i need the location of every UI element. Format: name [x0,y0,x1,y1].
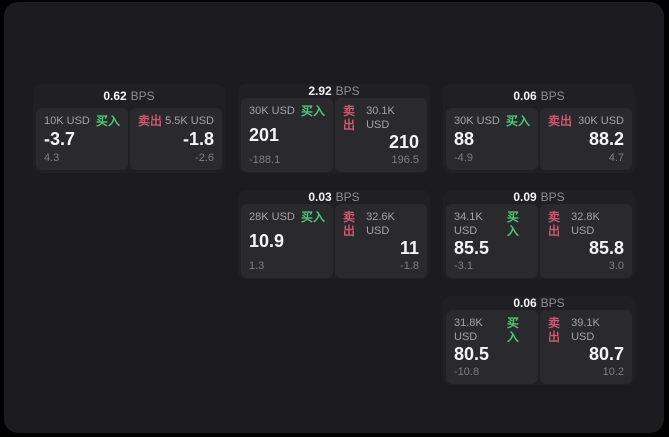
sell-change: 10.2 [602,366,624,378]
bps-unit-label: BPS [540,190,565,204]
bps-value: 2.92 [308,84,332,98]
sell-pane[interactable]: 卖出 5.5K USD -1.8 -2.6 [130,108,222,170]
sell-side-label: 卖出 [548,316,561,344]
sell-amount: 30.1K USD [366,105,395,131]
sell-price: -1.8 [182,129,214,149]
buy-price: 85.5 [454,238,490,258]
sell-pane[interactable]: 卖出 32.6K USD 11 -1.8 [335,204,427,278]
buy-pane[interactable]: 30K USD 买入 88 -4.9 [446,108,538,170]
bps-header: 0.06 BPS [443,84,635,108]
sell-price: 210 [388,132,419,152]
quote-card-body: 31.8K USD 买入 80.5 -10.8 卖出 39.1K USD 80.… [443,310,635,385]
quote-card-body: 34.1K USD 买入 85.5 -3.1 卖出 32.8K USD 85.8… [443,204,635,279]
cards-grid: 0.62 BPS 10K USD 买入 -3.7 4.3 卖出 5.5K USD [33,84,635,385]
sell-change: 3.0 [608,260,624,272]
sell-pane[interactable]: 卖出 30.1K USD 210 196.5 [335,98,427,172]
sell-pane[interactable]: 卖出 32.8K USD 85.8 3.0 [540,204,632,278]
buy-amount: 30K USD [249,105,295,117]
bps-unit-label: BPS [130,89,155,103]
sell-side-label: 卖出 [548,114,573,128]
buy-side-label: 买入 [506,210,519,238]
bps-unit-label: BPS [540,296,565,310]
bps-unit-label: BPS [540,89,565,103]
buy-change: -10.8 [454,366,480,378]
sell-change: 4.7 [608,152,624,164]
buy-change: -3.1 [454,260,473,272]
bps-value: 0.62 [103,89,127,103]
buy-side-label: 买入 [506,316,519,344]
sell-price: 11 [399,238,419,258]
sell-price: 88.2 [588,129,624,149]
quote-card: 0.03 BPS 28K USD 买入 10.9 1.3 卖出 32.6K US… [238,190,430,279]
bps-value: 0.06 [513,89,537,103]
quote-card-body: 30K USD 买入 88 -4.9 卖出 30K USD 88.2 4.7 [443,108,635,173]
bps-header: 0.03 BPS [238,190,430,204]
buy-side-label: 买入 [505,114,530,128]
sell-side-label: 卖出 [343,210,356,238]
buy-pane[interactable]: 34.1K USD 买入 85.5 -3.1 [446,204,538,278]
sell-side-label: 卖出 [138,114,163,128]
sell-amount: 32.8K USD [571,211,600,237]
buy-pane[interactable]: 30K USD 买入 201 -188.1 [241,98,333,172]
buy-change: 1.3 [249,260,265,272]
buy-price: 88 [454,129,475,149]
quote-card-body: 28K USD 买入 10.9 1.3 卖出 32.6K USD 11 -1.8 [238,204,430,279]
quote-card: 0.09 BPS 34.1K USD 买入 85.5 -3.1 卖出 32.8K… [443,190,635,279]
buy-price: -3.7 [44,129,76,149]
buy-pane[interactable]: 10K USD 买入 -3.7 4.3 [36,108,128,170]
buy-pane[interactable]: 28K USD 买入 10.9 1.3 [241,204,333,278]
quote-card-body: 10K USD 买入 -3.7 4.3 卖出 5.5K USD -1.8 -2.… [33,108,225,173]
sell-price: 85.8 [588,238,624,258]
bps-unit-label: BPS [335,190,360,204]
bps-unit-label: BPS [335,84,360,98]
bps-header: 0.09 BPS [443,190,635,204]
sell-pane[interactable]: 卖出 30K USD 88.2 4.7 [540,108,632,170]
buy-amount: 10K USD [44,115,90,127]
sell-amount: 32.6K USD [366,211,395,237]
bps-value: 0.03 [308,190,332,204]
sell-change: 196.5 [391,154,419,166]
buy-change: 4.3 [44,152,60,164]
sell-change: -2.6 [195,152,214,164]
bps-header: 0.06 BPS [443,296,635,310]
sell-price: 80.7 [588,344,624,364]
buy-change: -188.1 [249,154,281,166]
buy-change: -4.9 [454,152,473,164]
quote-card: 0.06 BPS 31.8K USD 买入 80.5 -10.8 卖出 39.1… [443,296,635,385]
buy-amount: 30K USD [454,115,500,127]
buy-pane[interactable]: 31.8K USD 买入 80.5 -10.8 [446,310,538,384]
buy-side-label: 买入 [95,114,120,128]
buy-amount: 34.1K USD [454,211,483,237]
buy-side-label: 买入 [300,104,325,118]
sell-side-label: 卖出 [548,210,561,238]
app-panel: 0.62 BPS 10K USD 买入 -3.7 4.3 卖出 5.5K USD [4,2,664,433]
bps-header: 2.92 BPS [238,84,430,98]
buy-price: 80.5 [454,344,490,364]
buy-side-label: 买入 [300,210,325,224]
bps-header: 0.62 BPS [33,84,225,108]
buy-price: 201 [249,125,280,145]
sell-change: -1.8 [400,260,419,272]
buy-amount: 28K USD [249,211,295,223]
quote-card-body: 30K USD 买入 201 -188.1 卖出 30.1K USD 210 1… [238,98,430,173]
quote-card: 0.06 BPS 30K USD 买入 88 -4.9 卖出 30K USD [443,84,635,173]
sell-amount: 30K USD [578,115,624,127]
quote-card: 0.62 BPS 10K USD 买入 -3.7 4.3 卖出 5.5K USD [33,84,225,173]
sell-amount: 39.1K USD [571,317,600,343]
sell-side-label: 卖出 [343,104,356,132]
buy-amount: 31.8K USD [454,317,483,343]
buy-price: 10.9 [249,231,285,251]
bps-value: 0.06 [513,296,537,310]
bps-value: 0.09 [513,190,537,204]
sell-pane[interactable]: 卖出 39.1K USD 80.7 10.2 [540,310,632,384]
quote-card: 2.92 BPS 30K USD 买入 201 -188.1 卖出 30.1K … [238,84,430,173]
sell-amount: 5.5K USD [165,115,214,127]
